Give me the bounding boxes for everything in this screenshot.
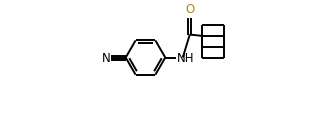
Text: N: N <box>101 52 110 65</box>
Text: O: O <box>185 3 195 16</box>
Text: NH: NH <box>176 52 194 65</box>
